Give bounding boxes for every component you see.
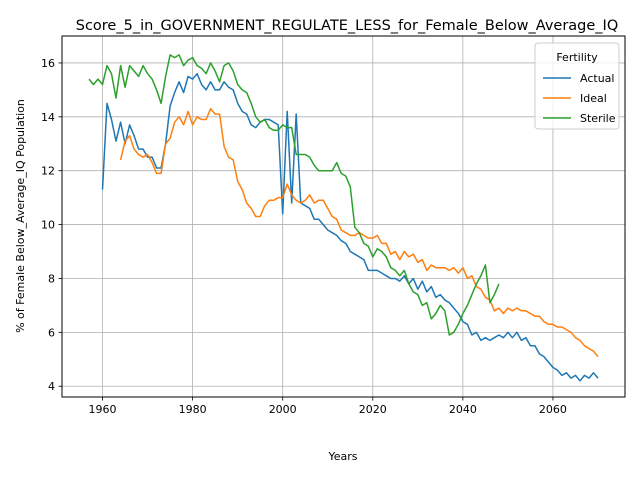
legend-label-sterile: Sterile (580, 112, 616, 125)
y-tick-label: 14 (41, 111, 55, 124)
legend: Fertility Actual Ideal Sterile (535, 43, 619, 129)
x-tick-label: 2020 (359, 403, 387, 416)
y-axis-label: % of Female Below_Average_IQ Population (14, 99, 27, 333)
x-axis-label: Years (327, 450, 357, 463)
chart-title: Score_5_in_GOVERNMENT_REGULATE_LESS_for_… (76, 18, 619, 34)
x-tick-label: 2000 (269, 403, 297, 416)
x-tick-label: 1960 (89, 403, 117, 416)
legend-title: Fertility (556, 51, 598, 64)
legend-label-ideal: Ideal (580, 92, 607, 105)
y-tick-label: 4 (48, 380, 55, 393)
legend-label-actual: Actual (580, 72, 614, 85)
x-tick-label: 2060 (539, 403, 567, 416)
x-tick-label: 1980 (179, 403, 207, 416)
y-tick-label: 10 (41, 219, 55, 232)
y-tick-label: 12 (41, 165, 55, 178)
y-tick-label: 16 (41, 57, 55, 70)
y-tick-label: 8 (48, 272, 55, 285)
x-tick-label: 2040 (449, 403, 477, 416)
y-tick-label: 6 (48, 326, 55, 339)
